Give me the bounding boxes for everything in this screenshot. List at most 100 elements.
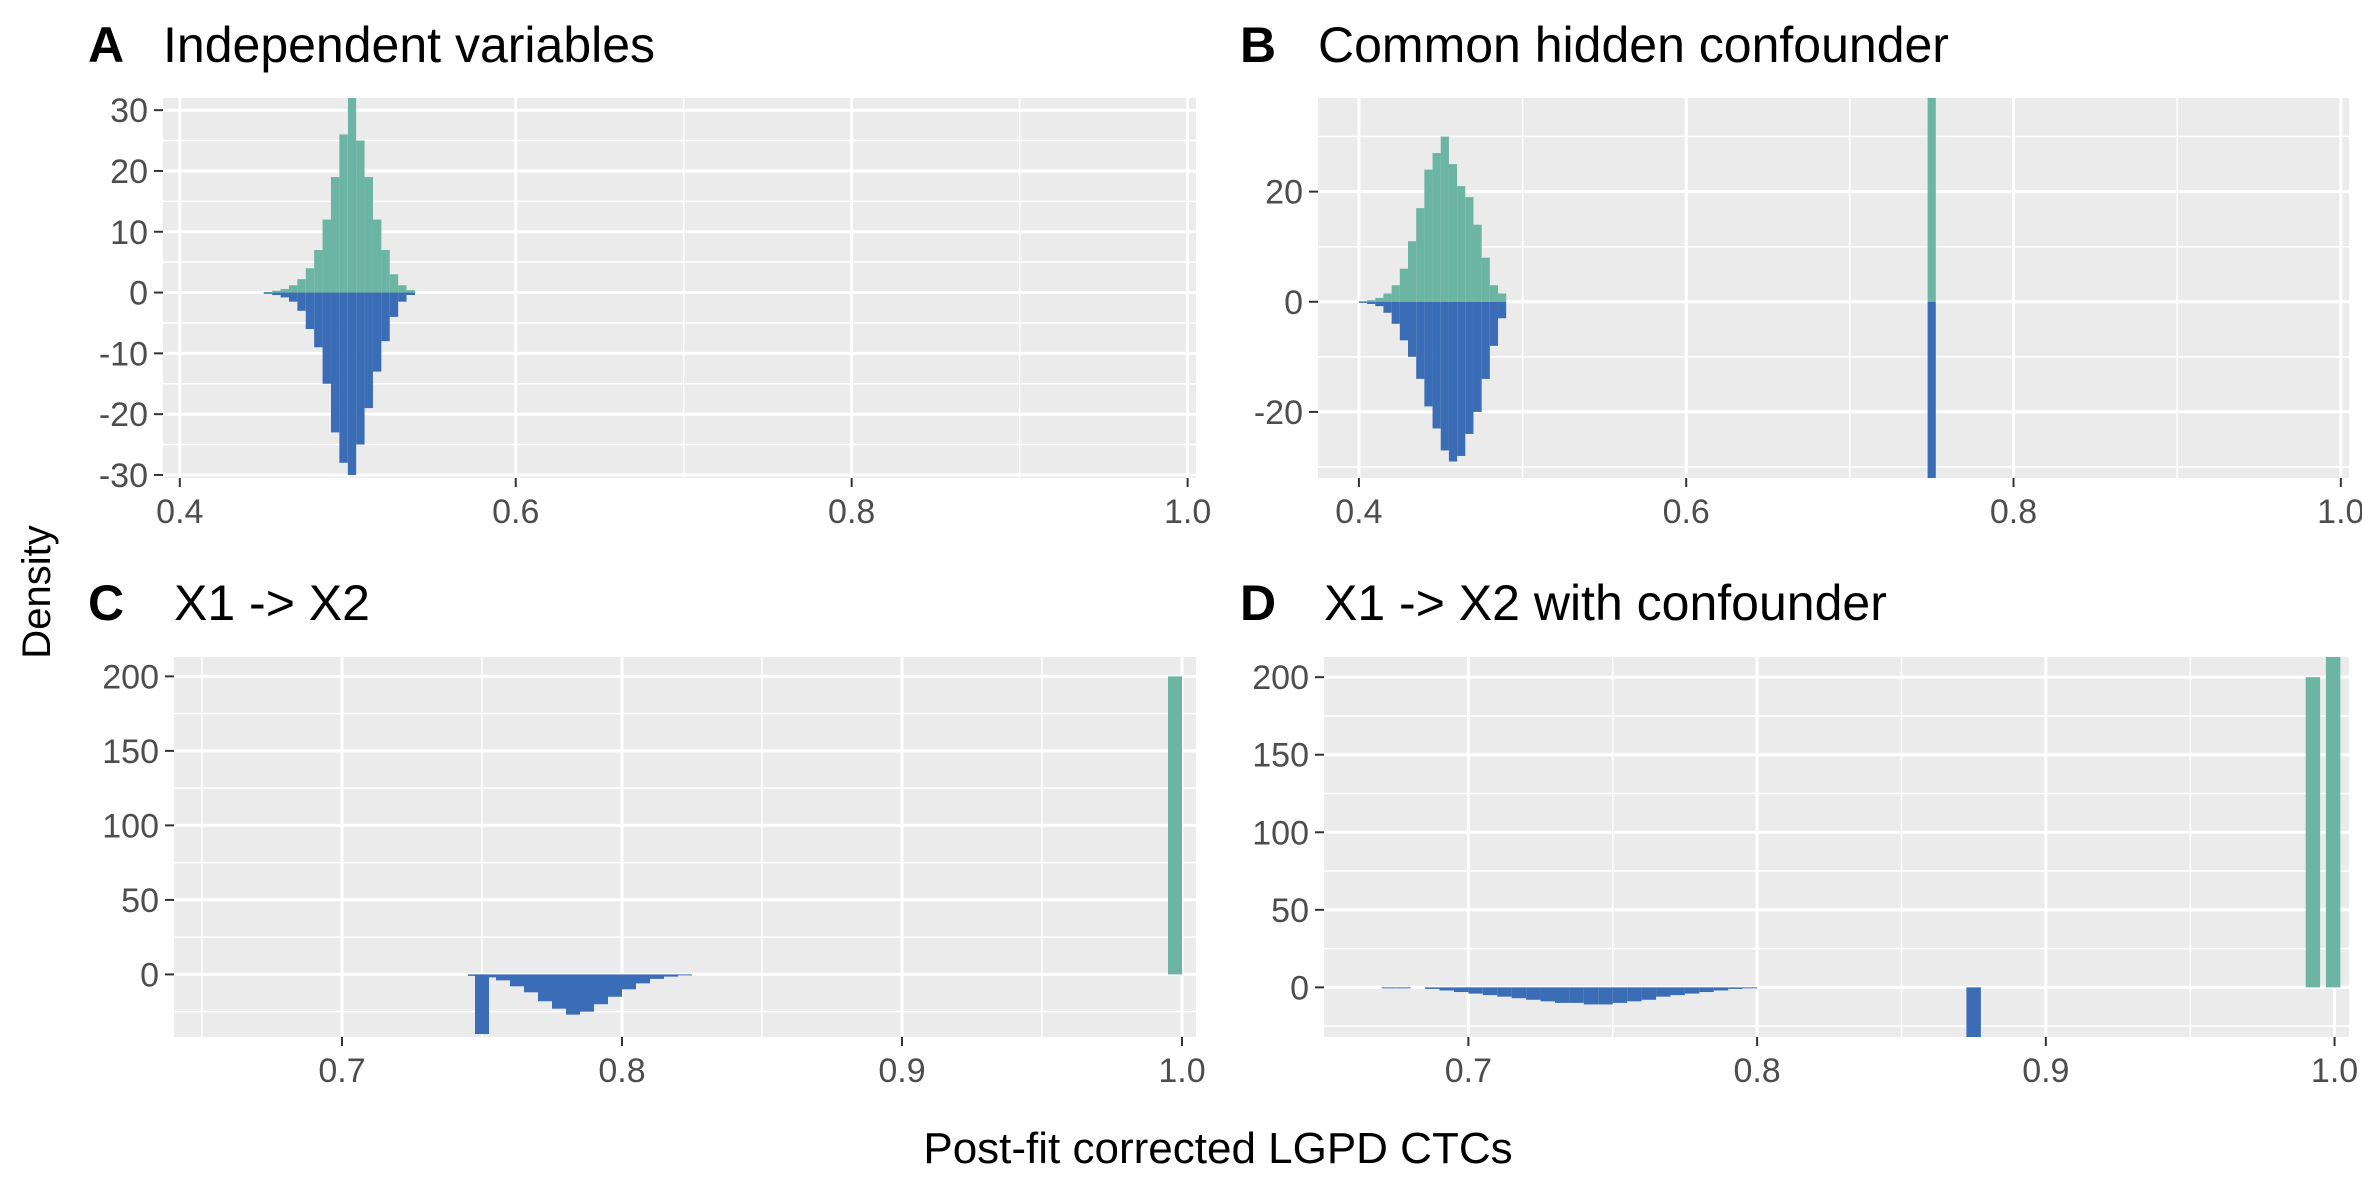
x-tick-label: 0.4	[156, 493, 203, 531]
histogram-bar	[1358, 301, 1368, 303]
histogram-bar	[1432, 153, 1441, 302]
histogram-bar	[330, 177, 340, 293]
histogram-bar	[1713, 987, 1729, 991]
histogram-bar	[1391, 285, 1400, 302]
x-axis-label: Post-fit corrected LGPD CTCs	[923, 1124, 1512, 1173]
histogram-bar	[263, 291, 273, 293]
histogram-bar	[406, 292, 415, 295]
histogram-bar	[1383, 301, 1392, 313]
y-tick-label: -10	[99, 335, 148, 373]
histogram-bar	[1399, 268, 1409, 302]
histogram-bar	[1728, 987, 1743, 989]
histogram-bar	[1358, 301, 1368, 303]
histogram-bar	[1468, 987, 1483, 994]
histogram-bar	[1367, 301, 1376, 304]
panel-d: D X1 -> X2 with confounder 0.7 0.8 0.9 1.0 200…	[1240, 575, 2358, 1090]
histogram-bar	[1465, 301, 1474, 434]
x-tick-label: 0.4	[1335, 493, 1382, 531]
x-tick-label: 1.0	[2317, 493, 2362, 531]
histogram-bar	[339, 134, 348, 293]
panel-b: B Common hidden confounder 0.4 0.6 0.8 1.0 20 0…	[1240, 17, 2362, 531]
histogram-bar	[1416, 301, 1425, 379]
histogram-bar	[1656, 987, 1671, 997]
panel-title: X1 -> X2 with confounder	[1324, 575, 1887, 631]
histogram-bar	[1381, 987, 1397, 989]
histogram-bar	[1481, 257, 1490, 302]
histogram-bar	[1440, 301, 1449, 451]
histogram-bar	[1473, 301, 1482, 412]
histogram-bar	[398, 292, 407, 302]
histogram-bar	[272, 290, 281, 293]
histogram-bar	[1168, 676, 1182, 975]
histogram-bar	[1375, 301, 1384, 307]
x-tick-label: 1.0	[1164, 493, 1211, 531]
y-tick-label: 100	[1252, 814, 1309, 852]
histogram-bar	[1482, 987, 1498, 996]
panel-c: C X1 -> X2 0.7 0.8 0.9 1.0 200 150 100 50 0	[88, 575, 1206, 1090]
histogram-bar	[356, 292, 365, 445]
histogram-bar	[372, 292, 382, 372]
histogram-bar	[1367, 300, 1376, 302]
panel-title: Independent variables	[163, 17, 655, 73]
histogram-bar	[288, 292, 298, 302]
histogram-bar	[1612, 987, 1628, 1003]
histogram-bar	[314, 250, 323, 293]
histogram-bar	[566, 974, 580, 1015]
histogram-bar	[314, 292, 323, 348]
histogram-bar	[482, 974, 496, 978]
histogram-bar	[496, 974, 510, 981]
histogram-bar	[356, 140, 365, 293]
histogram-bar	[1526, 987, 1541, 1000]
histogram-bar	[381, 292, 390, 342]
y-tick-label: 0	[129, 275, 148, 313]
histogram-bar	[524, 974, 538, 993]
histogram-bar	[305, 292, 315, 330]
histogram-bar	[622, 974, 636, 990]
histogram-bar	[608, 974, 622, 997]
histogram-bar	[322, 292, 331, 384]
histogram-bar	[406, 290, 415, 293]
histogram-bar	[1416, 208, 1425, 302]
bars	[1358, 98, 1936, 478]
histogram-bar	[330, 292, 340, 433]
panel-tag: B	[1240, 17, 1276, 73]
histogram-bar	[678, 974, 692, 976]
y-tick-label: 0	[1284, 284, 1303, 322]
histogram-bar	[1457, 301, 1466, 456]
histogram-bar	[280, 288, 289, 293]
x-tick-label: 0.8	[598, 1052, 645, 1090]
histogram-bar	[1424, 301, 1433, 407]
histogram-bar	[1399, 301, 1409, 341]
histogram-bar	[322, 219, 331, 293]
histogram-bar	[1425, 987, 1440, 989]
bars	[1381, 657, 2341, 1037]
histogram-bar	[1432, 301, 1441, 429]
histogram-bar	[510, 974, 524, 987]
histogram-bar	[1554, 987, 1570, 1003]
y-tick-label: 50	[1271, 892, 1309, 930]
histogram-bar	[1383, 293, 1392, 302]
histogram-bar	[1375, 297, 1384, 302]
histogram-bar	[389, 292, 399, 317]
histogram-bar	[1540, 987, 1555, 1002]
histogram-bar	[1498, 293, 1507, 302]
histogram-bar	[1511, 987, 1527, 999]
histogram-bar	[1391, 301, 1400, 324]
histogram-bar	[1742, 987, 1758, 989]
y-tick-label: -30	[99, 457, 148, 495]
histogram-bar	[1465, 197, 1474, 302]
histogram-bar	[1498, 301, 1507, 319]
histogram-bar	[297, 292, 306, 311]
y-tick-label: 30	[110, 92, 148, 130]
x-tick-label: 1.0	[2311, 1052, 2358, 1090]
histogram-bar	[552, 974, 566, 1009]
y-tick-label: 200	[1252, 659, 1309, 697]
histogram-bar	[272, 292, 281, 295]
y-tick-label: 150	[1252, 737, 1309, 775]
plot-background	[1324, 657, 2349, 1037]
histogram-bar	[372, 219, 382, 293]
panel-tag: D	[1240, 575, 1276, 631]
histogram-bar	[347, 292, 357, 475]
histogram-bar	[1440, 136, 1449, 302]
